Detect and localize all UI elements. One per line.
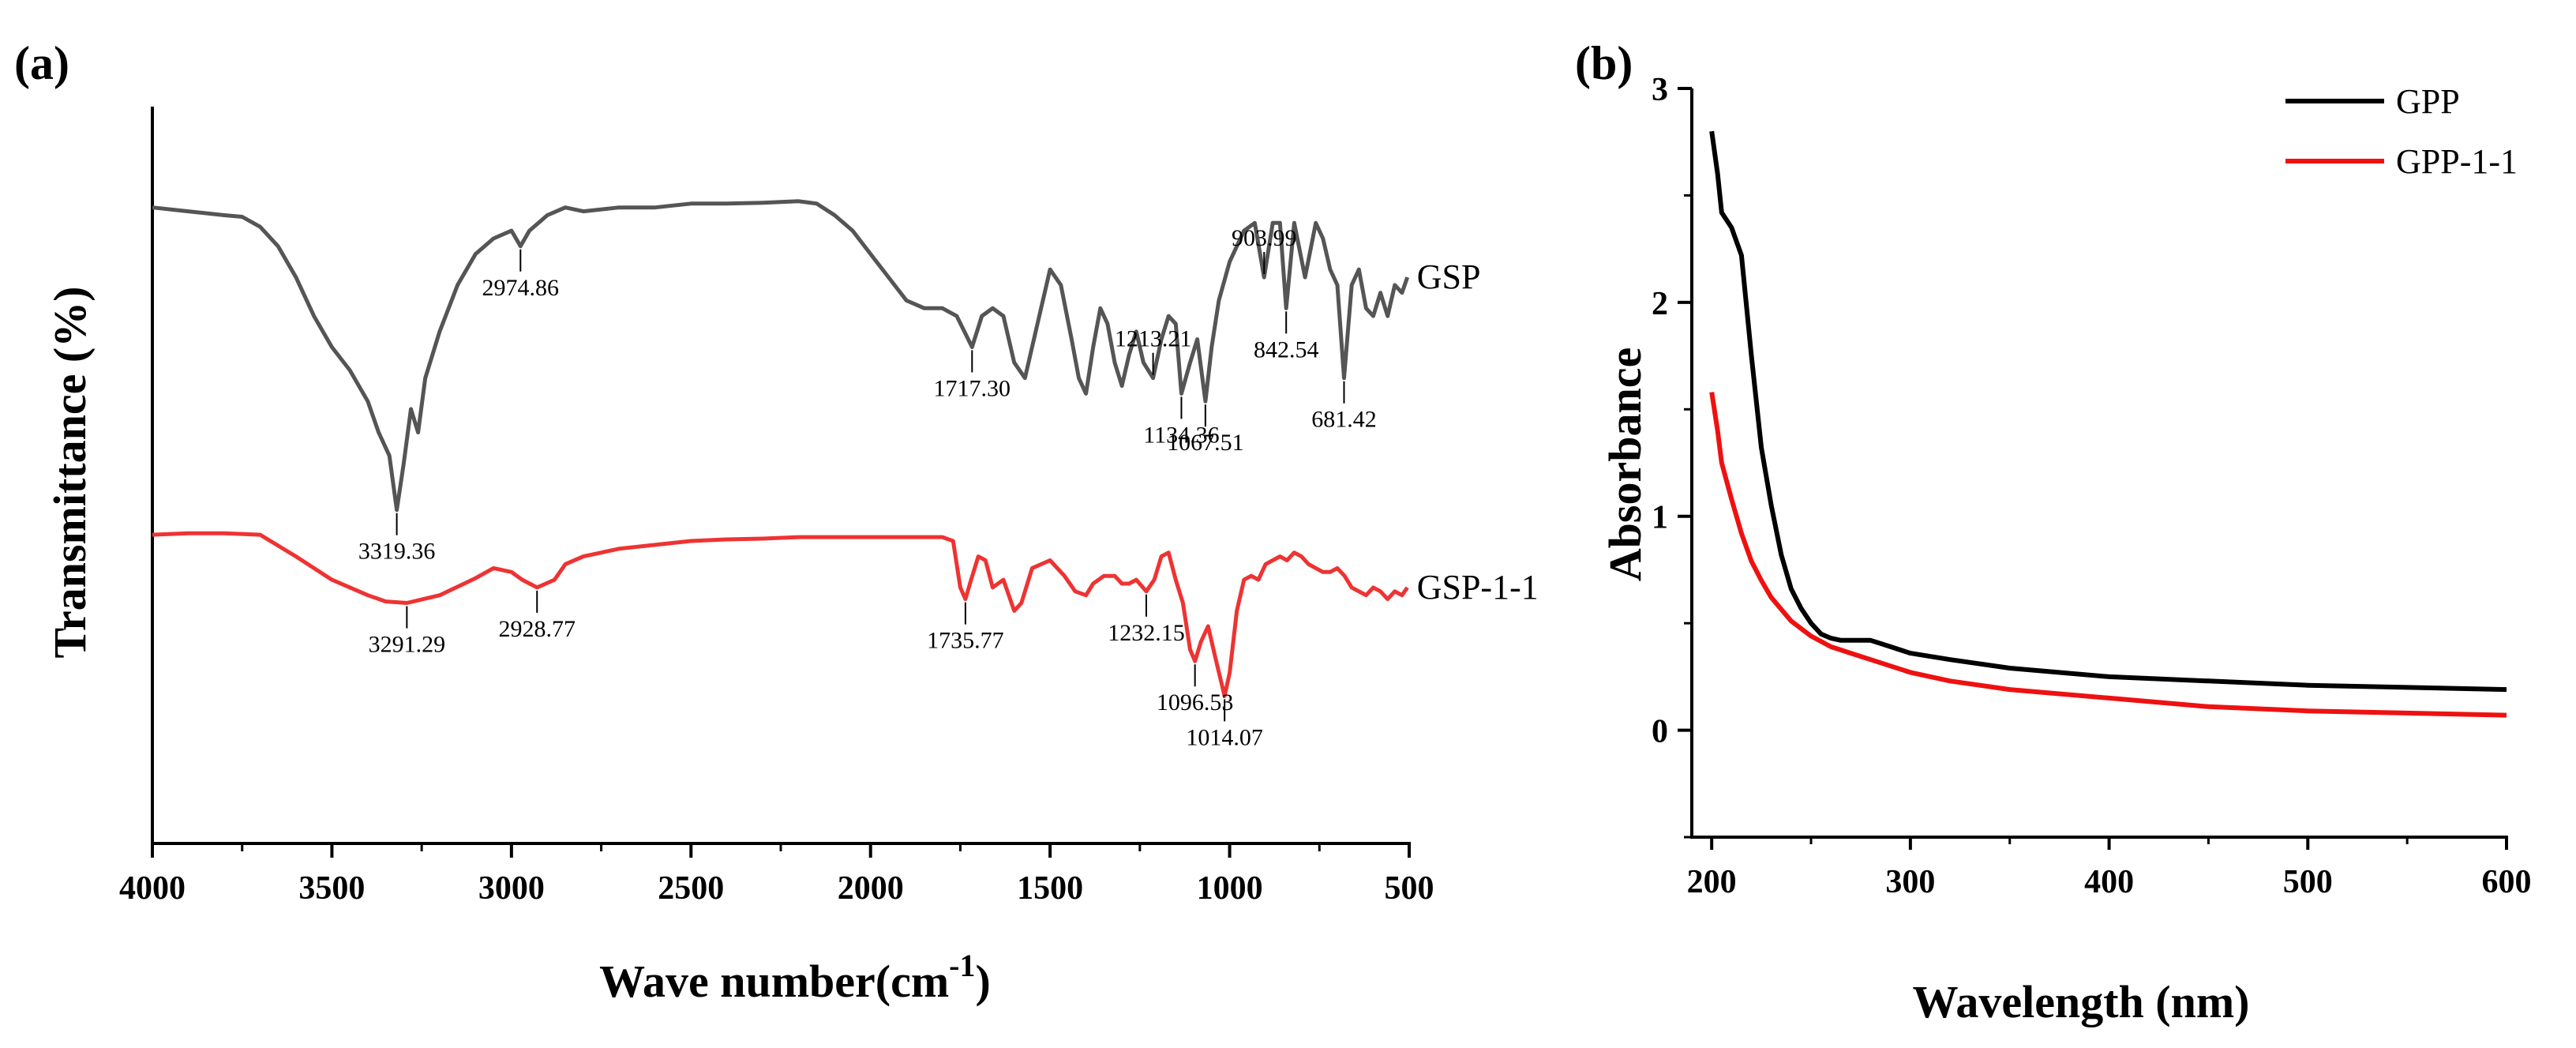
ftir-peak-label: 1067.51 [1167, 430, 1244, 456]
panel-label-b: (b) [1575, 37, 1633, 89]
ftir-peak-label: 2928.77 [499, 616, 576, 642]
ftir-series-gsp [152, 199, 1410, 513]
ftir-x-axis-title: Wave number(cm-1) [599, 948, 991, 1007]
uv-x-tick-label: 200 [1687, 864, 1737, 900]
uv-x-tick-label: 400 [2084, 864, 2134, 900]
ftir-peak-label: 1735.77 [927, 628, 1004, 654]
ftir-peak-label: 842.54 [1254, 336, 1319, 362]
uv-ticks: 200 300 400 500 600 0 1 2 3 [1652, 72, 2532, 900]
uv-series [1709, 130, 2507, 718]
uv-axes [1690, 88, 2508, 839]
ftir-series [152, 199, 1410, 698]
uv-y-tick-label: 3 [1652, 72, 1668, 108]
ftir-peak-annotations: 3319.36 2974.86 1717.30 1213.21 1134.361067.… [358, 225, 1377, 750]
uv-legend-label-gpp-1-1: GPP-1-1 [2396, 142, 2518, 181]
ftir-peak-label: 1096.53 [1157, 689, 1234, 716]
ftir-peak-label: 903.99 [1232, 225, 1297, 251]
ftir-panel: (a) 4000 3500 3000 2500 2000 1500 1000 500 3319… [14, 37, 1539, 1007]
ftir-peak-label: 1014.07 [1186, 724, 1263, 750]
ftir-x-tick-label: 3000 [478, 870, 545, 907]
ftir-series-labels: GSP GSP-1-1 [1417, 257, 1539, 607]
uv-legend: GPP GPP-1-1 [2285, 82, 2518, 181]
ftir-x-tick-label: 500 [1385, 870, 1434, 907]
uv-series-gpp-1-1 [1709, 392, 2507, 718]
uv-y-tick-label: 2 [1652, 286, 1668, 322]
ftir-peak-label: 3291.29 [369, 632, 446, 658]
ftir-x-tick-label: 1000 [1197, 870, 1263, 907]
uv-y-axis-title: Absorbance [1599, 347, 1651, 581]
ftir-x-tick-label: 4000 [119, 870, 186, 907]
ftir-peak-label: 1213.21 [1115, 326, 1192, 352]
uv-x-tick-label: 500 [2283, 864, 2333, 900]
ftir-series-label-gsp-1-1: GSP-1-1 [1417, 568, 1539, 607]
ftir-series-gsp-1-1 [152, 531, 1409, 698]
uv-series-gpp [1709, 130, 2507, 693]
ftir-x-ticks: 4000 3500 3000 2500 2000 1500 1000 500 [119, 843, 1434, 907]
ftir-series-label-gsp: GSP [1417, 257, 1481, 296]
ftir-peak-label: 1232.15 [1108, 620, 1185, 646]
uv-x-tick-label: 600 [2482, 864, 2532, 900]
ftir-x-tick-label: 2000 [838, 870, 904, 907]
panel-label-a: (a) [14, 37, 69, 89]
ftir-peak-label: 3319.36 [358, 539, 436, 565]
ftir-peak-label: 1134.36 [1143, 422, 1219, 448]
uv-x-axis-title: Wavelength (nm) [1913, 976, 2250, 1027]
ftir-x-tick-label: 2500 [658, 870, 724, 907]
ftir-x-tick-label: 3500 [298, 870, 365, 907]
ftir-y-axis-title: Transmittance (%) [44, 287, 96, 659]
uv-legend-label-gpp: GPP [2396, 82, 2460, 121]
uv-panel: (b) 200 300 400 500 600 0 1 2 3 GPP GPP-1-1 Wavel… [1575, 37, 2532, 1027]
uv-y-tick-label: 1 [1652, 500, 1668, 536]
ftir-peak-label: 1717.30 [934, 375, 1011, 401]
ftir-x-tick-label: 1500 [1017, 870, 1083, 907]
uv-y-tick-label: 0 [1652, 714, 1668, 750]
ftir-peak-label: 2974.86 [482, 275, 560, 301]
uv-x-tick-label: 300 [1885, 864, 1935, 900]
ftir-peak-label: 681.42 [1311, 407, 1377, 433]
